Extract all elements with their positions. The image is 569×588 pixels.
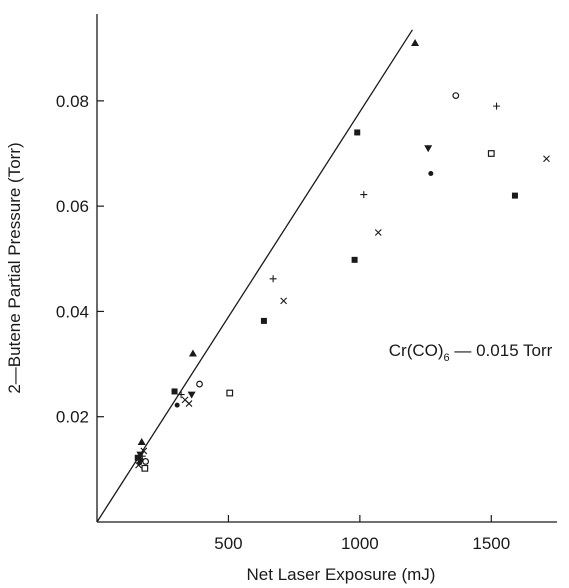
- x-axis-label: Net Laser Exposure (mJ): [247, 565, 436, 584]
- data-point-plus: [493, 102, 501, 110]
- data-point-plus: [360, 191, 368, 199]
- data-point-filled-square: [171, 388, 178, 395]
- data-point-filled-down-triangle: [424, 145, 433, 153]
- annotation-suffix: — 0.015 Torr: [450, 341, 553, 360]
- x-axis-ticks: 500 1000 1500: [214, 515, 510, 553]
- data-point-open-circle: [452, 92, 460, 99]
- data-point-filled-triangle: [188, 349, 197, 357]
- y-axis-label: 2—Butene Partial Pressure (Torr): [5, 142, 24, 393]
- plot-axes: [96, 14, 557, 523]
- data-point-x: [280, 297, 288, 305]
- data-point-filled-square: [260, 317, 267, 324]
- data-point-plus: [138, 452, 146, 460]
- y-tick-label: 0.04: [56, 302, 89, 321]
- x-tick-label: 1500: [472, 534, 510, 553]
- data-point-filled-square: [511, 192, 518, 199]
- y-tick-label: 0.02: [56, 408, 89, 427]
- data-point-filled-triangle: [411, 38, 420, 46]
- compound-annotation: Cr(CO)6 — 0.015 Torr: [389, 341, 553, 364]
- data-point-filled-square: [354, 129, 361, 136]
- data-point-x: [140, 447, 148, 455]
- data-point-filled-circle: [428, 171, 434, 177]
- data-point-open-square: [487, 150, 495, 157]
- data-point-open-square: [141, 464, 149, 472]
- data-point-x: [543, 155, 550, 163]
- y-tick-label: 0.08: [56, 92, 89, 111]
- data-point-plus: [177, 391, 185, 399]
- x-tick-label: 1000: [341, 534, 379, 553]
- data-point-filled-square: [351, 256, 358, 263]
- data-point-filled-square: [134, 454, 141, 461]
- data-point-filled-triangle: [137, 437, 146, 445]
- data-point-open-square: [226, 389, 234, 397]
- data-point-open-circle: [196, 380, 203, 388]
- data-point-plus: [269, 275, 277, 283]
- data-point-x: [374, 229, 382, 236]
- data-point-filled-circle: [174, 402, 180, 408]
- data-point-open-circle: [142, 458, 150, 465]
- annotation-prefix: Cr(CO): [389, 341, 444, 360]
- data-point-x: [185, 400, 193, 407]
- y-tick-label: 0.06: [56, 197, 89, 216]
- data-points: [134, 38, 550, 472]
- data-point-filled-down-triangle: [187, 391, 196, 399]
- annotation-subscript: 6: [444, 352, 450, 364]
- y-axis-ticks: 0.02 0.04 0.06 0.08: [56, 92, 104, 427]
- x-tick-label: 500: [214, 534, 242, 553]
- fit-line: [96, 29, 413, 523]
